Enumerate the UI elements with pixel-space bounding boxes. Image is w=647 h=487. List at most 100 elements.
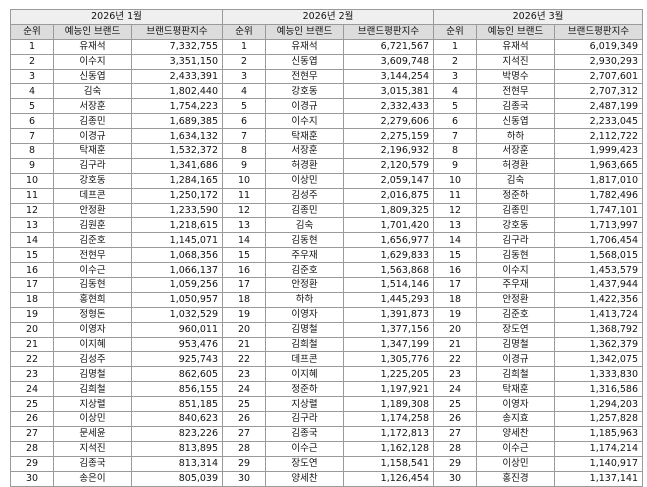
rank-cell: 22 — [222, 351, 266, 368]
table-row: 30 송은이 805,039 — [10, 470, 224, 487]
table-row: 14 김준호 1,145,071 — [10, 232, 224, 249]
brand-cell: 김동현 — [476, 247, 555, 264]
index-cell: 1,225,205 — [342, 366, 435, 383]
index-cell: 1,145,071 — [130, 232, 224, 249]
rank-cell: 1 — [433, 38, 477, 55]
index-cell: 1,174,214 — [553, 440, 644, 457]
index-cell: 823,226 — [130, 425, 224, 442]
brand-cell: 양세찬 — [265, 470, 344, 487]
index-cell: 1,218,615 — [130, 217, 224, 234]
brand-cell: 김숙 — [265, 217, 344, 234]
table-row: 27 문세윤 823,226 — [10, 425, 224, 442]
rank-cell: 8 — [222, 143, 266, 159]
index-cell: 1,294,203 — [553, 396, 644, 413]
table-row: 4 김숙 1,802,440 — [10, 83, 224, 100]
rank-cell: 2 — [222, 53, 266, 70]
rank-cell: 25 — [222, 396, 266, 413]
table-row: 5 김종국 2,487,199 — [433, 98, 644, 115]
brand-cell: 이상민 — [53, 411, 132, 427]
index-cell: 2,332,433 — [342, 98, 435, 115]
table-row: 1 유재석 6,019,349 — [433, 38, 644, 55]
brand-cell: 송은이 — [53, 470, 132, 487]
rank-cell: 17 — [222, 277, 266, 293]
brand-cell: 이경규 — [53, 128, 132, 145]
brand-cell: 김희철 — [265, 336, 344, 353]
brand-cell: 장도연 — [265, 455, 344, 472]
rank-cell: 15 — [433, 247, 477, 264]
table-row: 8 서장훈 1,999,423 — [433, 143, 644, 159]
table-row: 24 정준하 1,197,921 — [222, 381, 435, 398]
rank-cell: 17 — [10, 277, 54, 293]
index-cell: 1,963,665 — [553, 157, 644, 174]
rank-cell: 25 — [433, 396, 477, 413]
brand-cell: 지석진 — [53, 440, 132, 457]
brand-cell: 하하 — [265, 291, 344, 308]
brand-cell: 김원훈 — [53, 217, 132, 234]
rank-cell: 27 — [10, 425, 54, 442]
brand-cell: 김종국 — [53, 455, 132, 472]
index-cell: 7,332,755 — [130, 38, 224, 55]
index-cell: 1,316,586 — [553, 381, 644, 398]
index-header: 브랜드평판지수 — [553, 23, 644, 40]
index-cell: 925,743 — [130, 351, 224, 368]
brand-cell: 홍진경 — [476, 470, 555, 487]
table-row: 3 박명수 2,707,601 — [433, 68, 644, 85]
table-row: 1 유재석 6,721,567 — [222, 38, 435, 55]
index-cell: 6,019,349 — [553, 38, 644, 55]
index-cell: 1,158,541 — [342, 455, 435, 472]
index-cell: 1,706,454 — [553, 232, 644, 249]
brand-cell: 김구라 — [476, 232, 555, 249]
table-row: 7 이경규 1,634,132 — [10, 128, 224, 145]
table-row: 6 이수지 2,279,606 — [222, 113, 435, 130]
index-cell: 2,196,932 — [342, 143, 435, 159]
index-cell: 1,197,921 — [342, 381, 435, 398]
rank-cell: 12 — [10, 202, 54, 219]
table-row: 8 탁재훈 1,532,372 — [10, 143, 224, 159]
table-row: 23 김명철 862,605 — [10, 366, 224, 383]
rank-cell: 12 — [222, 202, 266, 219]
index-cell: 2,112,722 — [553, 128, 644, 145]
table-row: 3 신동엽 2,433,391 — [10, 68, 224, 85]
rank-cell: 24 — [222, 381, 266, 398]
table-row: 20 이영자 960,011 — [10, 321, 224, 338]
table-row: 6 신동엽 2,233,045 — [433, 113, 644, 130]
brand-cell: 양세찬 — [476, 425, 555, 442]
index-cell: 1,059,256 — [130, 277, 224, 293]
index-cell: 813,314 — [130, 455, 224, 472]
brand-cell: 이수지 — [265, 113, 344, 130]
brand-cell: 김명철 — [53, 366, 132, 383]
rank-cell: 7 — [433, 128, 477, 145]
rank-cell: 20 — [433, 321, 477, 338]
rank-cell: 27 — [433, 425, 477, 442]
table-row: 3 전현무 3,144,254 — [222, 68, 435, 85]
table-row: 5 서장훈 1,754,223 — [10, 98, 224, 115]
index-cell: 1,172,813 — [342, 425, 435, 442]
brand-cell: 이영자 — [476, 396, 555, 413]
rank-cell: 26 — [222, 411, 266, 427]
brand-cell: 김동현 — [265, 232, 344, 249]
rank-cell: 14 — [10, 232, 54, 249]
table-row: 26 이상민 840,623 — [10, 411, 224, 427]
index-cell: 856,155 — [130, 381, 224, 398]
column-header-row: 순위 예능인 브랜드 브랜드평판지수 — [433, 23, 644, 40]
rank-cell: 2 — [10, 53, 54, 70]
brand-header: 예능인 브랜드 — [265, 23, 344, 40]
brand-cell: 주우재 — [265, 247, 344, 264]
rank-cell: 5 — [222, 98, 266, 115]
index-cell: 1,514,146 — [342, 277, 435, 293]
rank-cell: 4 — [222, 83, 266, 100]
rank-cell: 3 — [10, 68, 54, 85]
rank-cell: 3 — [222, 68, 266, 85]
table-row: 12 안정환 1,233,590 — [10, 202, 224, 219]
rank-cell: 23 — [10, 366, 54, 383]
table-row: 24 김희철 856,155 — [10, 381, 224, 398]
rank-cell: 13 — [433, 217, 477, 234]
brand-cell: 김준호 — [265, 262, 344, 279]
index-cell: 1,174,258 — [342, 411, 435, 427]
rank-cell: 16 — [433, 262, 477, 279]
rank-cell: 17 — [433, 277, 477, 293]
brand-cell: 김종국 — [476, 98, 555, 115]
table-row: 14 김동현 1,656,977 — [222, 232, 435, 249]
rank-cell: 11 — [433, 187, 477, 204]
brand-cell: 이수근 — [476, 440, 555, 457]
